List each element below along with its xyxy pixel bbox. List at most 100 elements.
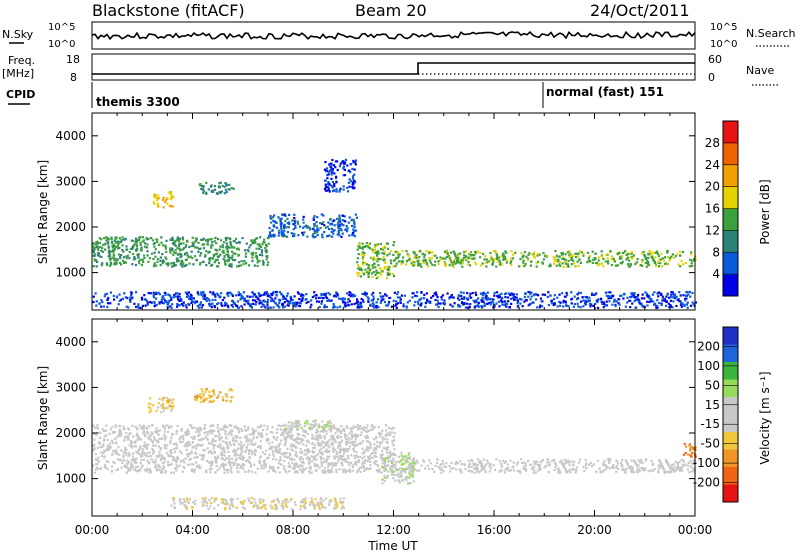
velocity-cell	[96, 459, 99, 462]
velocity-cell	[122, 451, 125, 454]
power-cell	[597, 298, 600, 301]
power-cell	[582, 305, 585, 308]
power-cell	[171, 205, 174, 208]
power-cell	[501, 303, 504, 306]
velocity-cell	[347, 437, 350, 440]
velocity-cell	[486, 459, 489, 462]
velocity-cell	[114, 425, 117, 428]
power-cell	[377, 306, 380, 309]
velocity-cell	[142, 444, 145, 448]
power-cell	[360, 269, 363, 272]
power-cell	[558, 293, 561, 296]
power-cell	[376, 298, 380, 301]
velocity-cell	[349, 461, 352, 464]
velocity-cell	[350, 441, 353, 444]
power-cell	[114, 236, 117, 239]
power-cell	[454, 262, 457, 265]
velocity-cell	[199, 438, 202, 441]
velocity-cell	[320, 464, 323, 467]
velocity-cell	[262, 429, 265, 432]
power-cell	[476, 250, 479, 253]
power-cell	[572, 259, 575, 262]
velocity-cell	[287, 424, 290, 427]
velocity-cell	[253, 429, 256, 432]
power-cell	[383, 250, 386, 254]
velocity-cell	[180, 435, 183, 438]
power-cell	[416, 259, 419, 263]
power-cell	[434, 298, 437, 302]
power-cell	[400, 262, 403, 265]
velocity-cell	[290, 457, 293, 460]
power-cell	[405, 263, 408, 266]
power-cell	[561, 257, 564, 260]
velocity-cell	[325, 448, 328, 452]
power-cell	[258, 302, 261, 305]
power-cell	[553, 303, 556, 306]
velocity-cell	[96, 424, 99, 427]
velocity-cell	[351, 469, 354, 472]
power-cell	[622, 297, 625, 300]
power-cell	[330, 227, 333, 230]
power-cell	[192, 263, 195, 266]
power-cell	[489, 297, 492, 301]
power-cell	[493, 294, 496, 297]
velocity-cell	[159, 459, 163, 462]
velocity-cell	[159, 454, 162, 457]
velocity-cell	[347, 441, 350, 444]
power-cell	[388, 265, 391, 269]
power-cell	[269, 306, 272, 309]
power-region	[356, 241, 396, 280]
velocity-cell	[322, 461, 325, 464]
velocity-cell	[642, 469, 645, 472]
power-cell	[313, 223, 316, 226]
power-cell	[511, 297, 514, 300]
power-cell	[318, 296, 321, 299]
power-cell	[162, 206, 165, 209]
velocity-cell	[144, 445, 147, 449]
velocity-cell	[369, 443, 372, 446]
power-cell	[577, 305, 580, 308]
velocity-cell	[331, 441, 334, 445]
power-cell	[495, 302, 498, 305]
power-cell	[379, 248, 382, 251]
power-cell	[150, 236, 153, 240]
power-cell	[361, 292, 364, 295]
power-cell	[331, 235, 334, 238]
power-cell	[606, 260, 609, 263]
velocity-cell	[314, 463, 317, 466]
power-cell	[324, 185, 327, 188]
velocity-cell	[341, 461, 344, 464]
velocity-cell	[303, 453, 306, 456]
power-cell	[161, 262, 164, 265]
velocity-cell	[381, 436, 384, 439]
velocity-cell	[299, 451, 302, 454]
power-cell	[118, 299, 121, 302]
power-cell	[424, 302, 428, 305]
power-cell	[237, 291, 240, 294]
freq-label: Freq.	[8, 54, 35, 67]
power-cell	[614, 305, 617, 308]
velocity-cell	[487, 461, 490, 464]
velocity-cell	[240, 428, 243, 431]
velocity-cell	[109, 442, 112, 445]
velocity-cell	[337, 446, 340, 449]
power-cell	[392, 275, 396, 278]
velocity-cell	[271, 441, 274, 444]
power-cell	[395, 303, 398, 306]
velocity-cell	[312, 446, 315, 450]
velocity-cell	[307, 462, 310, 465]
power-colorbar-tick-label: 16	[705, 202, 720, 216]
power-cell	[189, 255, 192, 258]
velocity-cell	[551, 459, 554, 462]
velocity-cell	[386, 448, 389, 451]
velocity-cell	[176, 456, 179, 459]
power-cell	[179, 253, 182, 256]
velocity-cell	[138, 448, 141, 451]
power-cell	[370, 299, 373, 302]
velocity-cell	[325, 429, 328, 433]
velocity-cell	[543, 466, 546, 469]
power-cell	[112, 249, 115, 252]
power-cell	[213, 240, 216, 243]
power-cell	[164, 199, 168, 202]
power-cell	[351, 177, 355, 180]
